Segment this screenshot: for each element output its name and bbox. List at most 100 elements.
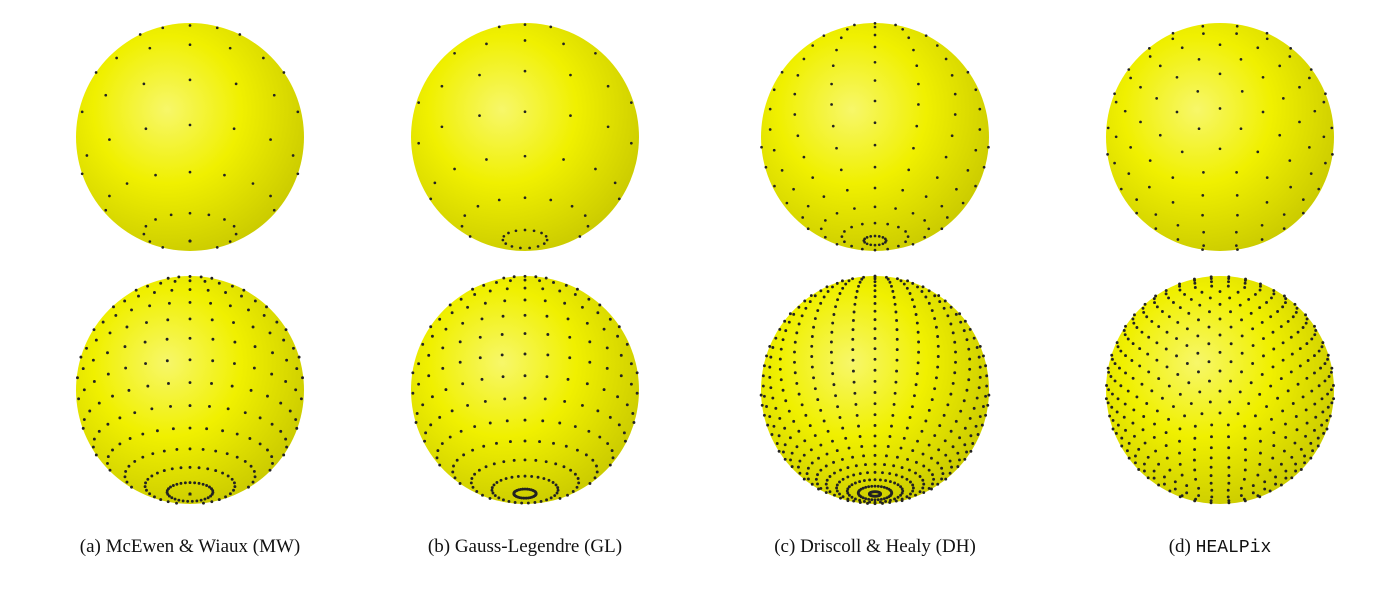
sample-point: [1265, 405, 1268, 408]
sample-point: [125, 325, 129, 329]
sample-point: [1272, 292, 1276, 296]
sample-point: [1323, 379, 1327, 383]
sample-point: [462, 453, 466, 457]
sample-point: [580, 403, 584, 407]
sample-point: [1330, 366, 1334, 370]
sample-point: [1322, 100, 1326, 104]
sample-point: [1162, 475, 1166, 479]
sample-point: [895, 455, 899, 459]
sample-point: [240, 294, 243, 298]
sample-point: [1290, 476, 1294, 480]
sample-point: [895, 348, 899, 352]
sample-point: [873, 79, 877, 82]
sample-point: [297, 355, 301, 359]
caption-gl-name: Gauss-Legendre (GL): [454, 536, 623, 557]
sample-point: [886, 277, 890, 281]
sample-point: [944, 57, 948, 61]
sample-point: [1323, 362, 1327, 366]
sample-point: [927, 468, 931, 472]
sample-point: [968, 416, 972, 420]
sample-point: [778, 327, 782, 331]
sample-point: [1269, 384, 1273, 388]
sample-point: [850, 225, 853, 229]
sample-point: [596, 311, 600, 315]
sample-point: [617, 423, 621, 427]
sample-point: [553, 494, 557, 497]
sample-point: [562, 42, 565, 46]
sample-point: [977, 386, 981, 390]
sample-point: [768, 375, 772, 379]
sample-point: [963, 443, 967, 447]
sample-point: [285, 358, 289, 362]
sample-point: [839, 168, 843, 172]
sample-point: [142, 82, 146, 86]
sample-point: [188, 447, 192, 451]
sample-point: [504, 477, 508, 480]
sample-point: [816, 473, 819, 477]
sample-point: [793, 340, 797, 344]
sample-point: [792, 419, 796, 423]
sample-point: [507, 231, 510, 235]
sample-point: [769, 355, 773, 359]
sample-point: [1298, 364, 1302, 368]
sample-point: [104, 208, 108, 212]
sample-point: [1227, 499, 1231, 503]
sample-point: [862, 499, 866, 503]
sample-point: [899, 485, 903, 489]
sample-point: [911, 449, 915, 453]
sample-point: [1226, 423, 1230, 427]
sample-point: [900, 466, 904, 470]
sample-point: [112, 305, 115, 309]
sample-point: [1305, 342, 1309, 346]
sample-point: [475, 490, 479, 493]
sample-point: [1210, 284, 1214, 288]
sample-point: [1175, 75, 1179, 79]
sample-point: [930, 398, 934, 402]
sample-point: [873, 234, 877, 238]
sample-point: [1176, 372, 1180, 376]
sample-point: [936, 335, 940, 338]
sample-point: [936, 365, 940, 369]
sample-point: [1131, 342, 1135, 346]
sample-point: [1260, 320, 1264, 324]
sample-point: [1258, 306, 1262, 310]
sample-point: [1290, 352, 1294, 356]
sample-point: [1278, 64, 1282, 68]
sample-point: [1148, 159, 1152, 162]
sample-point: [232, 127, 236, 131]
sphere-healpix-high-resolution: [1104, 275, 1336, 505]
sample-point: [1210, 280, 1213, 284]
sample-point: [519, 487, 523, 491]
sample-point: [1137, 447, 1141, 451]
sample-point: [569, 114, 572, 118]
sample-point: [873, 500, 877, 504]
sample-point: [813, 317, 817, 320]
sample-point: [1110, 357, 1114, 361]
sample-point: [1113, 92, 1116, 96]
sample-point: [519, 246, 522, 250]
sample-point: [797, 322, 801, 326]
sample-point: [824, 482, 828, 486]
sample-point: [1142, 415, 1146, 418]
sample-point: [613, 181, 617, 185]
sample-point: [774, 406, 778, 410]
sample-point: [580, 305, 584, 309]
sample-point: [847, 279, 851, 283]
sample-point: [466, 403, 470, 407]
sample-point: [551, 481, 555, 484]
sample-point: [521, 487, 525, 491]
sphere-surface: [761, 23, 989, 251]
sample-point: [146, 284, 150, 288]
sample-point: [917, 340, 921, 344]
sample-point: [1218, 411, 1222, 415]
sample-point: [1131, 317, 1135, 321]
sample-point: [1313, 402, 1317, 406]
sample-point: [873, 478, 877, 482]
sample-point: [124, 366, 128, 370]
sample-point: [483, 399, 487, 403]
sample-point: [594, 167, 597, 171]
sample-point: [547, 478, 551, 482]
sample-point: [143, 485, 147, 489]
sample-point: [471, 448, 475, 452]
